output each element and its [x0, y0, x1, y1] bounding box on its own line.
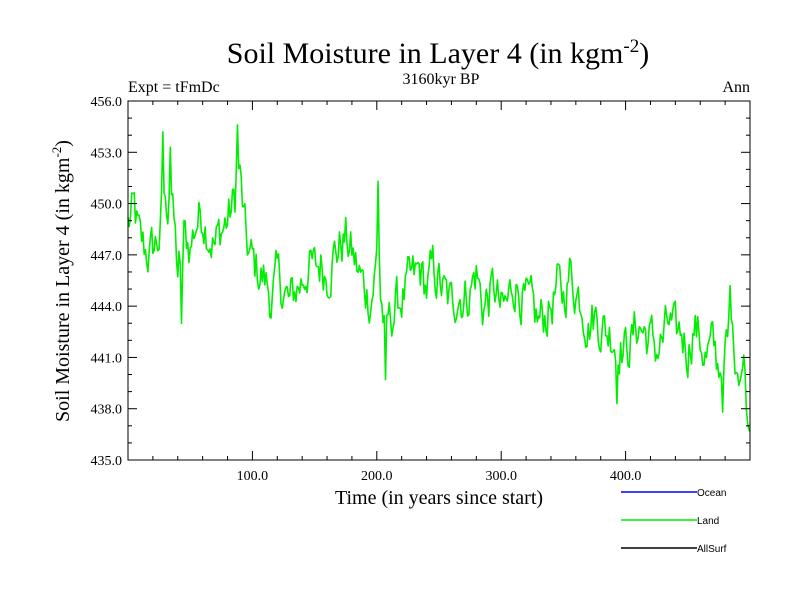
axis-ticks — [128, 100, 750, 461]
x-axis-label: Time (in years since start) — [335, 487, 543, 509]
x-tick-label: 100.0 — [237, 469, 269, 484]
tick-labels: 435.0 438.0 441.0 444.0 447.0 450.0 453.0 456.0… — [91, 95, 642, 484]
plot-area — [127, 124, 751, 432]
x-tick-label: 300.0 — [485, 469, 517, 484]
season-label: Ann — [722, 79, 750, 96]
legend-label-land: Land — [697, 516, 719, 527]
y-tick-label: 447.0 — [91, 249, 123, 264]
x-tick-label: 400.0 — [610, 469, 642, 484]
y-tick-label: 438.0 — [91, 403, 123, 418]
y-tick-label: 450.0 — [91, 198, 123, 213]
y-tick-label: 441.0 — [91, 351, 123, 366]
series-line-land — [127, 124, 751, 432]
chart-title: Soil Moisture in Layer 4 (in kgm-2) — [227, 36, 649, 70]
legend-label-ocean: Ocean — [697, 488, 726, 499]
y-tick-label: 453.0 — [91, 146, 123, 161]
y-tick-label: 456.0 — [91, 95, 123, 110]
y-tick-label: 435.0 — [91, 454, 123, 469]
y-axis-label: Soil Moisture in Layer 4 (in kgm-2) — [49, 140, 74, 422]
chart-subtitle: 3160kyr BP — [403, 71, 480, 88]
plot-frame — [127, 100, 751, 461]
y-tick-label: 444.0 — [91, 300, 123, 315]
experiment-label: Expt = tFmDc — [128, 79, 220, 96]
legend-label-allsurf: AllSurf — [697, 544, 727, 555]
x-tick-label: 200.0 — [361, 469, 393, 484]
legend: Ocean Land AllSurf — [621, 488, 727, 555]
